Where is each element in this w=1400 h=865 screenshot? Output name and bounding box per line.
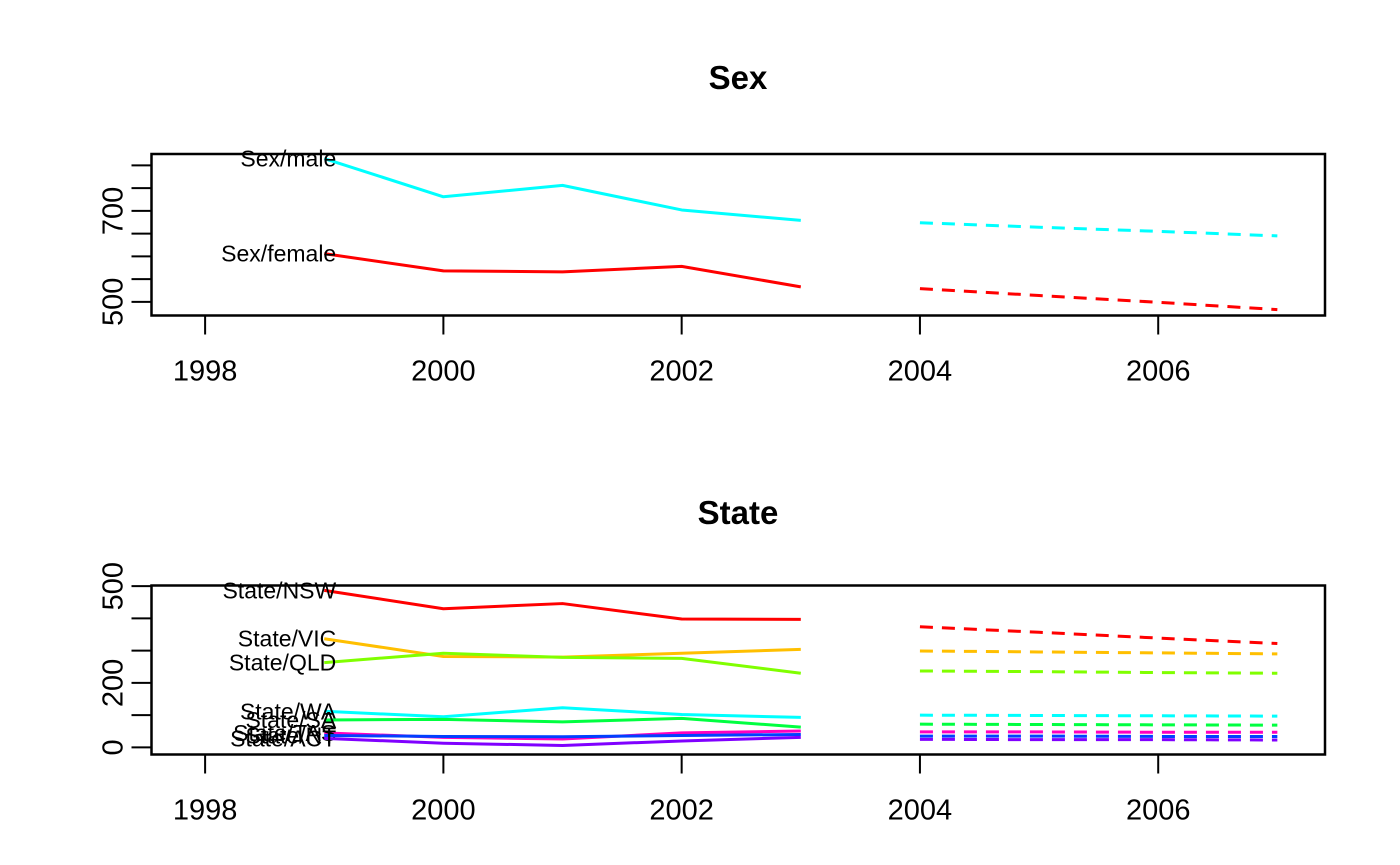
series-label-sex-female: Sex/female (221, 241, 336, 267)
x-tick-label-2002: 2002 (649, 795, 714, 827)
panel-title-state: State (698, 494, 779, 531)
series-forecast-state-nsw (919, 625, 1278, 646)
y-tick-label-200: 200 (98, 659, 130, 707)
series-forecast-state-qld (919, 669, 1278, 675)
series-forecast-state-act (919, 737, 1278, 742)
series-observed-sex-female (324, 252, 802, 289)
x-tick-label-1998: 1998 (173, 356, 238, 388)
series-label-state-tas: State/TAS (233, 720, 336, 746)
series-label-state-nsw: State/NSW (222, 577, 336, 603)
x-tick-label-2006: 2006 (1126, 356, 1191, 388)
series-forecast-sex-male (919, 221, 1278, 238)
plot-box-state (150, 584, 1327, 756)
panel-sex: 1998 2000 2002 2004 2006 500 700 Sex/male Sex/fe… (98, 146, 1327, 388)
series-label-state-act: State/ACT (230, 725, 336, 751)
series-forecast-state-wa (919, 713, 1278, 718)
series-observed-state-sa (324, 716, 801, 729)
series-label-state-vic: State/VIC (238, 626, 336, 652)
series-forecast-state-vic (919, 649, 1278, 656)
series-label-state-qld: State/QLD (229, 650, 336, 676)
series-observed-state-act (324, 735, 801, 747)
x-tick-label-2006: 2006 (1126, 795, 1191, 827)
y-tick-label-700: 700 (98, 187, 130, 235)
series-label-state-sa: State/SA (245, 707, 336, 733)
x-tick-label-2004: 2004 (888, 356, 953, 388)
series-forecast-sex-female (919, 287, 1278, 312)
plot-box-sex (150, 152, 1327, 317)
panel-state: 1998 2000 2002 2004 2006 0 200 500 State/NSW Stat… (98, 562, 1327, 827)
x-tick-label-2002: 2002 (649, 356, 714, 388)
x-tick-label-2004: 2004 (888, 795, 953, 827)
series-observed-sex-male (323, 157, 801, 222)
x-tick-label-2000: 2000 (411, 795, 476, 827)
y-tick-label-500: 500 (98, 562, 130, 610)
series-label-state-wa: State/WA (240, 698, 337, 724)
series-observed-state-vic (324, 637, 801, 659)
x-tick-label-1998: 1998 (173, 795, 238, 827)
series-observed-state-nt (324, 733, 801, 739)
series-observed-state-nsw (324, 588, 801, 621)
series-observed-state-wa (324, 706, 801, 719)
series-label-state-nt: State/NT (245, 722, 336, 748)
series-forecast-state-sa (919, 722, 1278, 727)
x-tick-label-2000: 2000 (411, 356, 476, 388)
series-observed-state-qld (324, 651, 801, 675)
y-tick-label-0: 0 (98, 739, 130, 755)
panel-title-sex: Sex (709, 59, 768, 96)
y-tick-label-500: 500 (98, 278, 130, 326)
series-label-sex-male: Sex/male (240, 146, 336, 172)
